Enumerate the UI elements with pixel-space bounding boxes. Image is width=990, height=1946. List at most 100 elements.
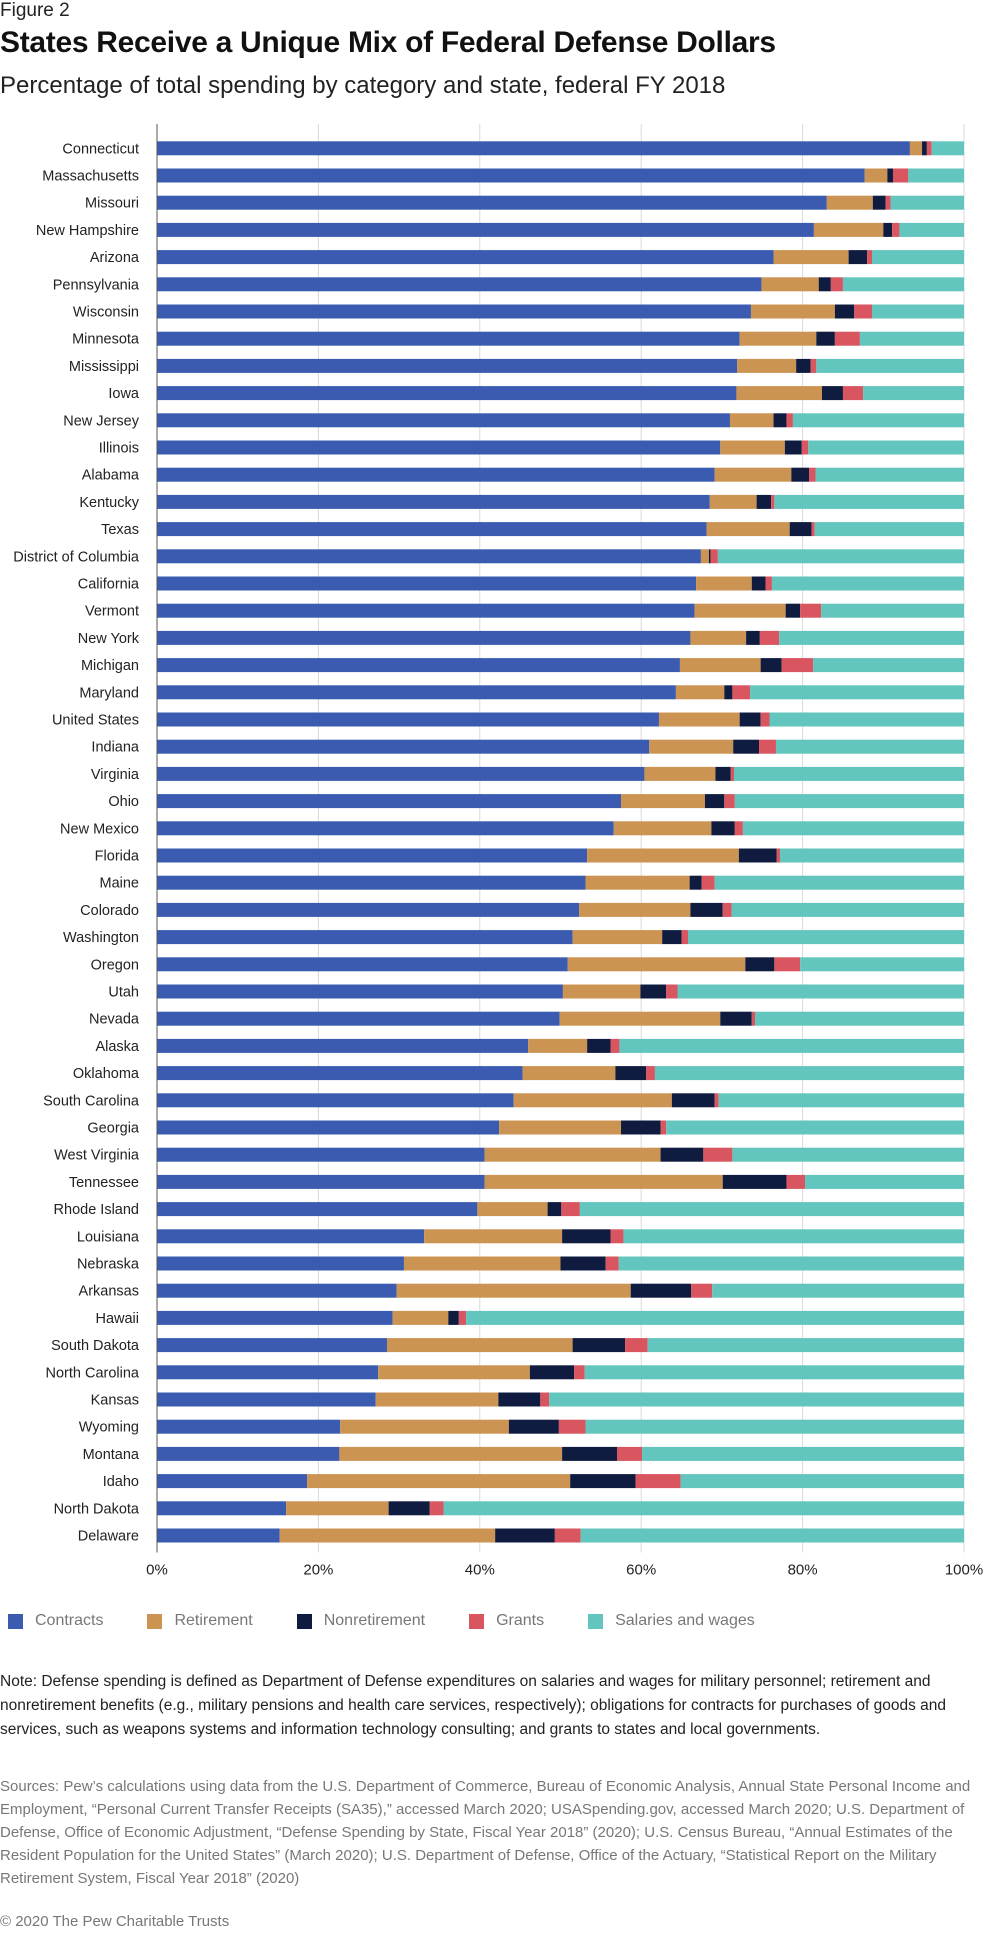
bar-contracts-north-dakota bbox=[157, 1501, 287, 1516]
bar-retirement-new-mexico bbox=[613, 821, 712, 836]
figure-label: Figure 2 bbox=[0, 0, 70, 21]
category-label-vermont: Vermont bbox=[85, 604, 139, 620]
bar-grants-tennessee bbox=[786, 1174, 806, 1189]
chart-subtitle: Percentage of total spending by category… bbox=[0, 72, 726, 99]
bar-retirement-california bbox=[696, 576, 752, 591]
bar-contracts-wisconsin bbox=[157, 304, 751, 319]
category-label-washington: Washington bbox=[63, 930, 139, 946]
bar-grants-wisconsin bbox=[854, 304, 873, 319]
bar-nonretirement-mississippi bbox=[796, 358, 811, 373]
category-label-louisiana: Louisiana bbox=[77, 1229, 140, 1245]
bar-grants-minnesota bbox=[834, 331, 860, 346]
bar-retirement-florida bbox=[587, 848, 739, 863]
bar-nonretirement-utah bbox=[640, 984, 667, 999]
bar-contracts-arkansas bbox=[157, 1283, 397, 1298]
bar-nonretirement-texas bbox=[789, 522, 812, 537]
category-label-new-york: New York bbox=[78, 631, 140, 647]
bar-grants-washington bbox=[681, 930, 689, 945]
bar-grants-maryland bbox=[732, 685, 751, 700]
bar-grants-new-jersey bbox=[786, 413, 793, 428]
bar-salaries-and-wages-indiana bbox=[775, 739, 964, 754]
bar-salaries-and-wages-colorado bbox=[731, 902, 964, 917]
bar-grants-ohio bbox=[724, 794, 735, 809]
bar-salaries-and-wages-utah bbox=[677, 984, 964, 999]
x-tick-label: 20% bbox=[303, 1562, 333, 1579]
bar-contracts-indiana bbox=[157, 739, 650, 754]
bar-contracts-connecticut bbox=[157, 141, 910, 156]
bar-contracts-arizona bbox=[157, 250, 774, 265]
bar-retirement-district-of-columbia bbox=[700, 549, 709, 564]
bar-nonretirement-alabama bbox=[791, 467, 810, 482]
bar-grants-oregon bbox=[774, 957, 801, 972]
bar-nonretirement-west-virginia bbox=[660, 1147, 704, 1162]
legend-item-salaries: Salaries and wages bbox=[588, 1612, 755, 1630]
bar-nonretirement-nebraska bbox=[560, 1256, 606, 1271]
category-label-rhode-island: Rhode Island bbox=[54, 1202, 139, 1218]
bar-contracts-texas bbox=[157, 522, 707, 537]
bar-nonretirement-north-carolina bbox=[529, 1365, 575, 1380]
category-label-north-dakota: North Dakota bbox=[54, 1501, 140, 1517]
bar-nonretirement-new-hampshire bbox=[883, 222, 893, 237]
bar-nonretirement-united-states bbox=[739, 712, 761, 727]
bar-contracts-rhode-island bbox=[157, 1202, 478, 1217]
category-label-oregon: Oregon bbox=[91, 957, 139, 973]
bar-grants-colorado bbox=[722, 902, 732, 917]
bar-salaries-and-wages-tennessee bbox=[805, 1174, 964, 1189]
category-label-hawaii: Hawaii bbox=[95, 1311, 139, 1327]
bar-nonretirement-arkansas bbox=[630, 1283, 692, 1298]
bar-retirement-montana bbox=[339, 1446, 563, 1461]
bar-contracts-united-states bbox=[157, 712, 659, 727]
bar-contracts-new-hampshire bbox=[157, 222, 814, 237]
bar-grants-arkansas bbox=[691, 1283, 713, 1298]
category-label-north-carolina: North Carolina bbox=[46, 1365, 140, 1381]
bar-retirement-west-virginia bbox=[484, 1147, 661, 1162]
bar-retirement-delaware bbox=[279, 1528, 496, 1543]
bar-contracts-massachusetts bbox=[157, 168, 865, 183]
bar-salaries-and-wages-georgia bbox=[666, 1120, 964, 1135]
bar-contracts-pennsylvania bbox=[157, 277, 762, 292]
bar-grants-florida bbox=[776, 848, 781, 863]
bar-grants-connecticut bbox=[926, 141, 932, 156]
bar-nonretirement-oregon bbox=[745, 957, 775, 972]
category-label-california: California bbox=[78, 577, 140, 593]
category-label-virginia: Virginia bbox=[91, 767, 140, 783]
bar-salaries-and-wages-nevada bbox=[754, 1011, 964, 1026]
bar-contracts-california bbox=[157, 576, 697, 591]
bar-retirement-north-dakota bbox=[286, 1501, 389, 1516]
bar-salaries-and-wages-kentucky bbox=[774, 494, 964, 509]
bar-contracts-south-carolina bbox=[157, 1093, 514, 1108]
bar-grants-district-of-columbia bbox=[710, 549, 718, 564]
bar-nonretirement-delaware bbox=[495, 1528, 555, 1543]
bar-contracts-vermont bbox=[157, 603, 695, 618]
bar-salaries-and-wages-montana bbox=[642, 1446, 964, 1461]
bar-retirement-kentucky bbox=[709, 494, 757, 509]
bar-nonretirement-missouri bbox=[872, 195, 886, 210]
category-label-pennsylvania: Pennsylvania bbox=[53, 277, 140, 293]
bar-contracts-utah bbox=[157, 984, 563, 999]
bar-salaries-and-wages-district-of-columbia bbox=[717, 549, 964, 564]
legend-item-grants: Grants bbox=[469, 1612, 544, 1630]
bar-grants-montana bbox=[616, 1446, 643, 1461]
bar-contracts-hawaii bbox=[157, 1310, 393, 1325]
category-label-south-dakota: South Dakota bbox=[51, 1338, 140, 1354]
bar-retirement-missouri bbox=[826, 195, 873, 210]
bar-retirement-tennessee bbox=[484, 1174, 723, 1189]
category-label-massachusetts: Massachusetts bbox=[42, 169, 139, 185]
bar-nonretirement-kentucky bbox=[756, 494, 772, 509]
legend-label-salaries: Salaries and wages bbox=[615, 1612, 755, 1629]
bar-contracts-washington bbox=[157, 930, 573, 945]
bar-grants-louisiana bbox=[610, 1229, 624, 1244]
category-label-kentucky: Kentucky bbox=[79, 495, 139, 511]
category-label-nevada: Nevada bbox=[89, 1012, 140, 1028]
bar-salaries-and-wages-missouri bbox=[890, 195, 964, 210]
category-label-new-jersey: New Jersey bbox=[63, 413, 139, 429]
bar-nonretirement-massachusetts bbox=[887, 168, 893, 183]
category-label-kansas: Kansas bbox=[91, 1393, 139, 1409]
bar-nonretirement-illinois bbox=[784, 440, 802, 455]
category-label-united-states: United States bbox=[52, 713, 139, 729]
bar-salaries-and-wages-massachusetts bbox=[908, 168, 964, 183]
x-tick-label: 100% bbox=[945, 1562, 983, 1579]
legend: Contracts Retirement Nonretirement Grant… bbox=[8, 1612, 799, 1630]
bar-nonretirement-new-mexico bbox=[711, 821, 735, 836]
category-label-connecticut: Connecticut bbox=[62, 141, 139, 157]
